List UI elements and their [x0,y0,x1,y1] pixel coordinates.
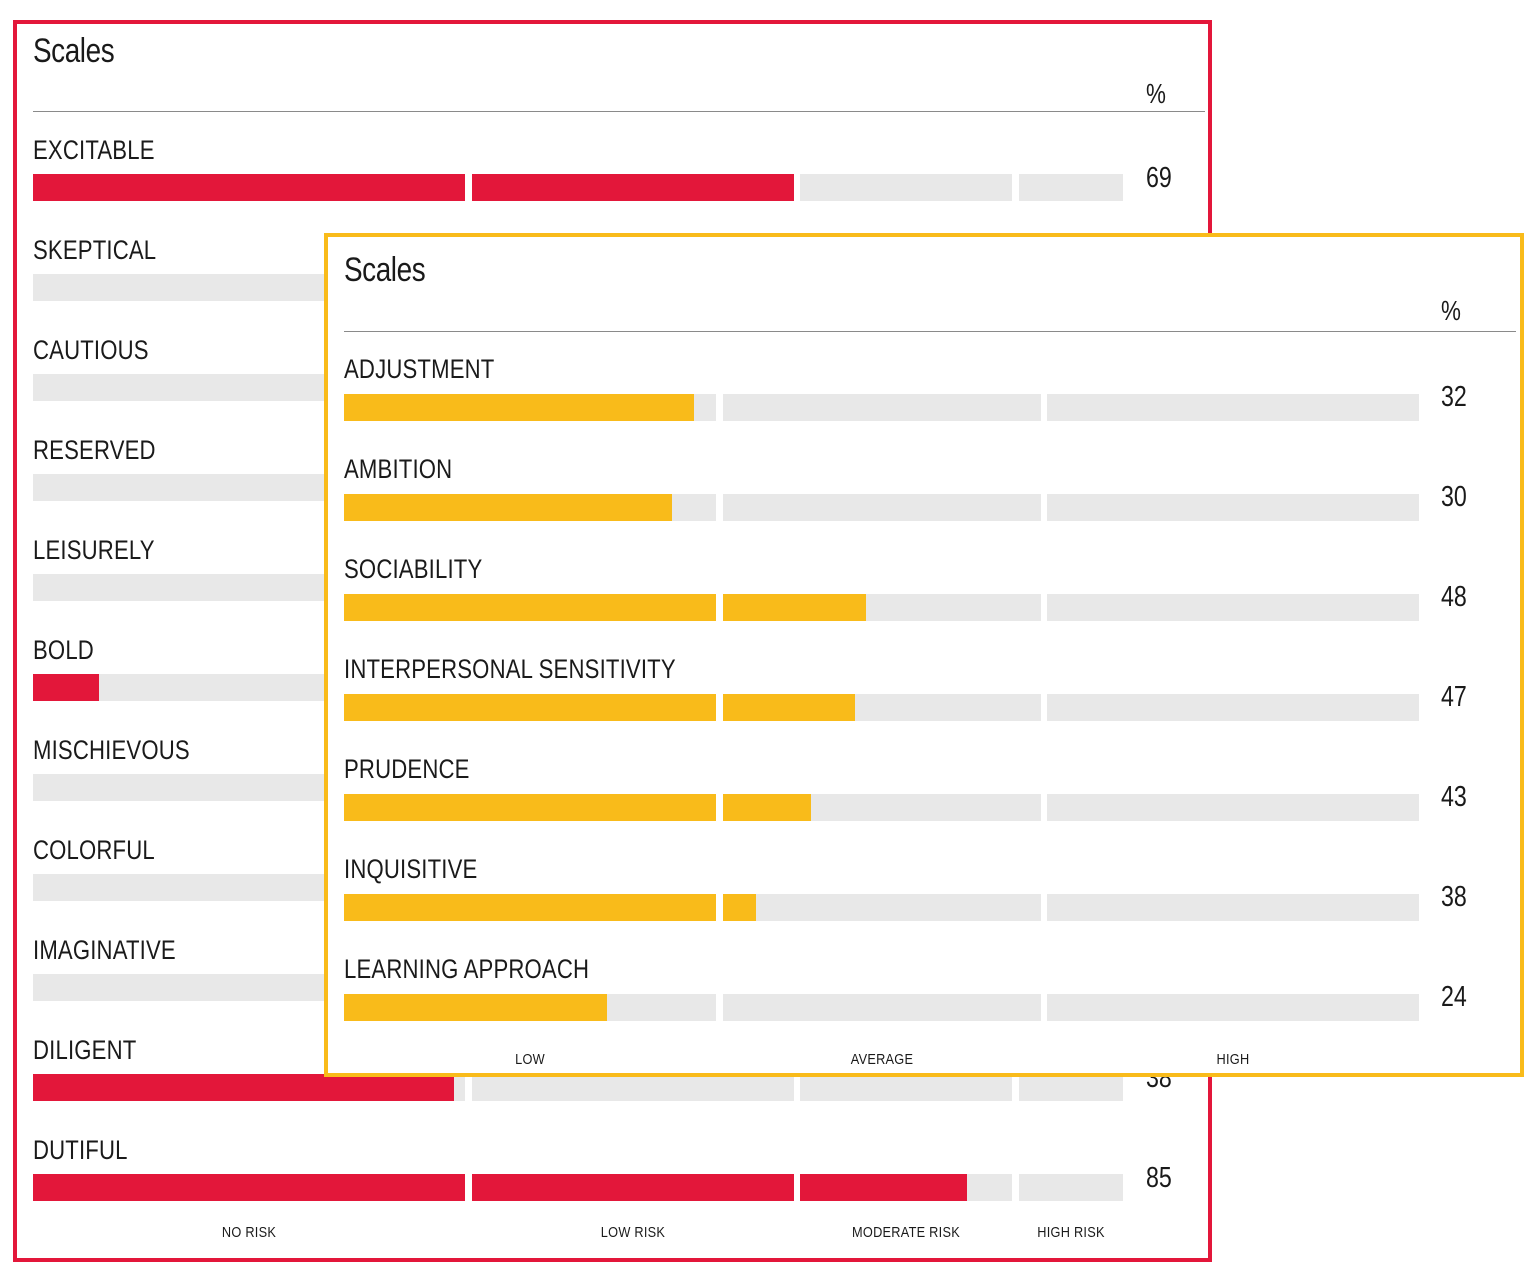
header-divider [33,111,1205,112]
scale-label-reserved: RESERVED [33,435,156,465]
bar-track-inquisitive-average [723,894,1041,921]
bar-track-diligent-no-risk [33,1074,465,1101]
scale-value-excitable: 69 [1146,162,1172,194]
bar-track-learning-approach-low [344,994,716,1021]
panel-title: Scales [344,251,426,289]
scale-label-cautious: CAUTIOUS [33,335,149,365]
bar-fill-inquisitive-average [723,894,756,921]
scale-label-interpersonal-sensitivity: INTERPERSONAL SENSITIVITY [344,654,676,684]
bar-track-ambition-average [723,494,1041,521]
bar-track-excitable-no-risk [33,174,465,201]
scale-label-mischievous: MISCHIEVOUS [33,735,190,765]
bar-fill-bold-no-risk [33,674,100,701]
bar-track-sociability-low [344,594,716,621]
bar-fill-dutiful-low-risk [472,1174,794,1201]
band-label-no-risk: NO RISK [221,1224,277,1241]
bar-fill-interpersonal-sensitivity-average [723,694,855,721]
bar-track-inquisitive-high [1047,894,1419,921]
scale-label-adjustment: ADJUSTMENT [344,354,495,384]
band-label-low-risk: LOW RISK [600,1224,666,1241]
bar-fill-dutiful-moderate-risk [800,1174,968,1201]
scale-label-ambition: AMBITION [344,454,453,484]
bar-track-sociability-high [1047,594,1419,621]
bar-track-ambition-low [344,494,716,521]
bar-fill-interpersonal-sensitivity-low [344,694,716,721]
scale-label-learning-approach: LEARNING APPROACH [344,954,590,984]
bar-fill-excitable-no-risk [33,174,465,201]
scale-label-diligent: DILIGENT [33,1035,137,1065]
scale-value-prudence: 43 [1441,781,1467,813]
bar-fill-prudence-average [723,794,811,821]
bar-track-learning-approach-average [723,994,1041,1021]
hpi-scales-panel: Scales % ADJUSTMENT 32 AMBITION 30 SOCIABILI… [324,233,1524,1077]
bar-fill-dutiful-no-risk [33,1174,465,1201]
bar-track-dutiful-high-risk [1019,1174,1123,1201]
band-label-moderate-risk: MODERATE RISK [852,1224,960,1241]
scale-label-skeptical: SKEPTICAL [33,235,157,265]
bar-track-ambition-high [1047,494,1419,521]
bar-track-dutiful-no-risk [33,1174,465,1201]
scale-label-excitable: EXCITABLE [33,135,155,165]
scale-label-imaginative: IMAGINATIVE [33,935,176,965]
scale-value-inquisitive: 38 [1441,881,1467,913]
bar-track-excitable-high-risk [1019,174,1123,201]
scale-label-colorful: COLORFUL [33,835,155,865]
bar-track-prudence-average [723,794,1041,821]
scale-label-prudence: PRUDENCE [344,754,470,784]
bar-track-diligent-low-risk [472,1074,794,1101]
scale-label-inquisitive: INQUISITIVE [344,854,478,884]
bar-track-interpersonal-sensitivity-low [344,694,716,721]
bar-track-adjustment-low [344,394,716,421]
bar-fill-sociability-low [344,594,716,621]
band-label-low: LOW [515,1051,545,1068]
bar-track-prudence-low [344,794,716,821]
bar-track-excitable-moderate-risk [800,174,1012,201]
bar-track-diligent-high-risk [1019,1074,1123,1101]
bar-track-prudence-high [1047,794,1419,821]
bar-track-interpersonal-sensitivity-high [1047,694,1419,721]
percent-header: % [1441,295,1461,326]
scale-value-ambition: 30 [1441,481,1467,513]
bar-track-excitable-low-risk [472,174,794,201]
bar-track-inquisitive-low [344,894,716,921]
scale-value-interpersonal-sensitivity: 47 [1441,681,1467,713]
bar-fill-ambition-low [344,494,673,521]
scale-value-learning-approach: 24 [1441,981,1467,1013]
bar-track-adjustment-high [1047,394,1419,421]
scale-value-sociability: 48 [1441,581,1467,613]
percent-header: % [1146,78,1166,109]
scale-label-bold: BOLD [33,635,94,665]
scale-label-leisurely: LEISURELY [33,535,155,565]
scale-label-sociability: SOCIABILITY [344,554,483,584]
band-label-average: AVERAGE [850,1051,914,1068]
bar-fill-excitable-low-risk [472,174,794,201]
header-divider [344,331,1516,332]
bar-track-sociability-average [723,594,1041,621]
band-label-high: HIGH [1216,1051,1250,1068]
bar-track-interpersonal-sensitivity-average [723,694,1041,721]
bar-fill-adjustment-low [344,394,695,421]
bar-track-dutiful-low-risk [472,1174,794,1201]
panel-title: Scales [33,32,115,70]
scale-label-dutiful: DUTIFUL [33,1135,128,1165]
scale-value-adjustment: 32 [1441,381,1467,413]
bar-fill-sociability-average [723,594,866,621]
bar-fill-inquisitive-low [344,894,716,921]
bar-track-learning-approach-high [1047,994,1419,1021]
band-label-high-risk: HIGH RISK [1037,1224,1105,1241]
bar-track-dutiful-moderate-risk [800,1174,1012,1201]
scale-value-dutiful: 85 [1146,1162,1172,1194]
bar-fill-diligent-no-risk [33,1074,454,1101]
bar-fill-prudence-low [344,794,716,821]
bar-track-adjustment-average [723,394,1041,421]
bar-track-diligent-moderate-risk [800,1074,1012,1101]
bar-fill-learning-approach-low [344,994,607,1021]
